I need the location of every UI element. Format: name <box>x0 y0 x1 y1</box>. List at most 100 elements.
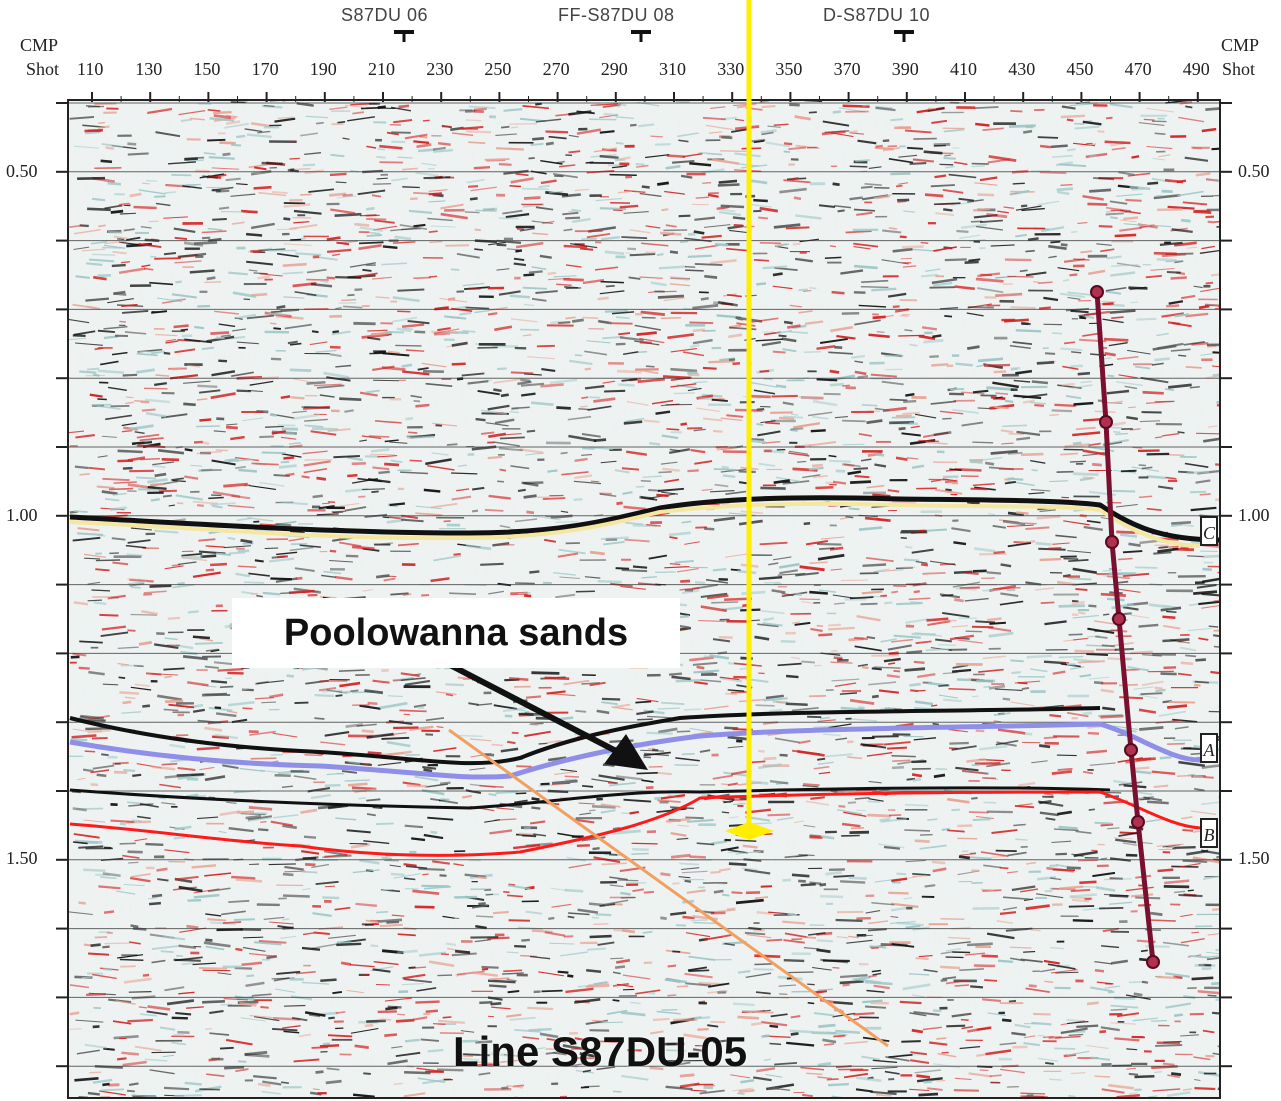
seismic-wiggle <box>350 843 370 849</box>
seismic-wiggle <box>324 783 341 787</box>
seismic-wiggle <box>386 921 400 924</box>
seismic-wiggle <box>716 446 737 451</box>
seismic-wiggle <box>361 435 382 440</box>
seismic-wiggle <box>1190 146 1203 150</box>
seismic-wiggle <box>991 829 1018 834</box>
seismic-wiggle <box>1109 309 1136 314</box>
seismic-wiggle <box>1154 1070 1163 1074</box>
seismic-wiggle <box>732 216 746 220</box>
seismic-wiggle <box>932 867 947 873</box>
seismic-wiggle <box>617 190 632 194</box>
seismic-wiggle <box>911 773 923 778</box>
seismic-wiggle <box>454 949 471 954</box>
seismic-wiggle <box>869 945 887 949</box>
seismic-wiggle <box>273 327 281 330</box>
seismic-wiggle <box>136 815 151 820</box>
seismic-wiggle <box>790 1032 799 1036</box>
seismic-wiggle <box>371 490 379 494</box>
seismic-wiggle <box>435 691 457 695</box>
cmp-tick-label: 110 <box>77 59 104 79</box>
seismic-wiggle <box>1007 851 1027 857</box>
seismic-wiggle <box>270 577 292 581</box>
seismic-wiggle <box>214 733 239 740</box>
seismic-wiggle <box>535 118 562 123</box>
seismic-wiggle <box>1130 893 1154 898</box>
seismic-wiggle <box>833 1001 853 1005</box>
seismic-wiggle <box>492 542 510 547</box>
seismic-wiggle <box>979 552 1007 556</box>
seismic-wiggle <box>77 527 100 532</box>
seismic-wiggle <box>372 968 391 973</box>
seismic-wiggle <box>465 119 482 122</box>
seismic-wiggle <box>950 201 975 206</box>
seismic-wiggle <box>786 324 801 329</box>
seismic-wiggle <box>225 177 241 182</box>
seismic-wiggle <box>1006 524 1034 527</box>
seismic-wiggle <box>97 398 107 401</box>
seismic-wiggle <box>155 131 181 138</box>
seismic-wiggle <box>252 171 261 175</box>
seismic-wiggle <box>1094 620 1115 625</box>
seismic-wiggle <box>888 227 898 230</box>
seismic-wiggle <box>387 350 400 355</box>
seismic-wiggle <box>1141 466 1153 470</box>
seismic-wiggle <box>673 1018 698 1022</box>
seismic-wiggle <box>303 835 317 839</box>
seismic-wiggle <box>897 200 907 203</box>
seismic-wiggle <box>568 134 579 138</box>
seismic-wiggle <box>809 287 817 290</box>
seismic-wiggle <box>217 972 232 975</box>
seismic-wiggle <box>762 265 788 270</box>
seismic-wiggle <box>1195 479 1211 484</box>
seismic-wiggle <box>127 142 137 146</box>
seismic-wiggle <box>758 216 769 220</box>
seismic-wiggle <box>440 781 451 785</box>
seismic-wiggle <box>131 819 142 823</box>
seismic-wiggle <box>693 428 706 432</box>
seismic-wiggle <box>706 594 729 600</box>
seismic-wiggle <box>1047 963 1076 970</box>
seismic-wiggle <box>992 381 1019 389</box>
seismic-wiggle <box>78 666 90 670</box>
seismic-wiggle <box>904 829 931 832</box>
seismic-wiggle <box>836 335 856 340</box>
seismic-wiggle <box>1082 476 1095 480</box>
seismic-wiggle <box>806 936 817 939</box>
shot-label-right: Shot <box>1222 59 1256 79</box>
seismic-wiggle <box>123 883 145 887</box>
seismic-wiggle <box>1130 301 1138 304</box>
seismic-wiggle <box>1150 911 1163 917</box>
seismic-wiggle <box>854 319 881 326</box>
seismic-wiggle <box>282 918 290 921</box>
seismic-wiggle <box>891 590 899 594</box>
seismic-wiggle <box>199 637 214 642</box>
seismic-wiggle <box>163 216 188 219</box>
seismic-wiggle <box>1067 1021 1089 1025</box>
seismic-wiggle <box>393 1082 404 1086</box>
seismic-wiggle <box>1043 792 1054 796</box>
seismic-wiggle <box>614 703 631 708</box>
seismic-wiggle <box>1086 749 1108 754</box>
seismic-wiggle <box>1025 904 1050 911</box>
seismic-wiggle <box>547 469 558 473</box>
seismic-wiggle <box>196 398 208 401</box>
seismic-wiggle <box>1104 985 1121 989</box>
seismic-wiggle <box>163 252 177 256</box>
seismic-wiggle <box>718 179 738 184</box>
seismic-wiggle <box>983 864 1001 869</box>
seismic-wiggle <box>1089 1056 1111 1061</box>
seismic-wiggle <box>481 967 489 971</box>
seismic-wiggle <box>903 897 913 900</box>
seismic-wiggle <box>612 827 621 830</box>
seismic-wiggle <box>311 427 339 431</box>
seismic-wiggle <box>1046 866 1075 873</box>
seismic-wiggle <box>206 1073 225 1078</box>
seismic-wiggle <box>637 377 666 384</box>
seismic-wiggle <box>348 761 361 765</box>
seismic-wiggle <box>676 568 699 573</box>
seismic-wiggle <box>359 439 367 442</box>
seismic-wiggle <box>1007 451 1023 455</box>
seismic-wiggle <box>672 882 680 885</box>
seismic-wiggle <box>1193 285 1203 289</box>
seismic-wiggle <box>764 581 781 584</box>
